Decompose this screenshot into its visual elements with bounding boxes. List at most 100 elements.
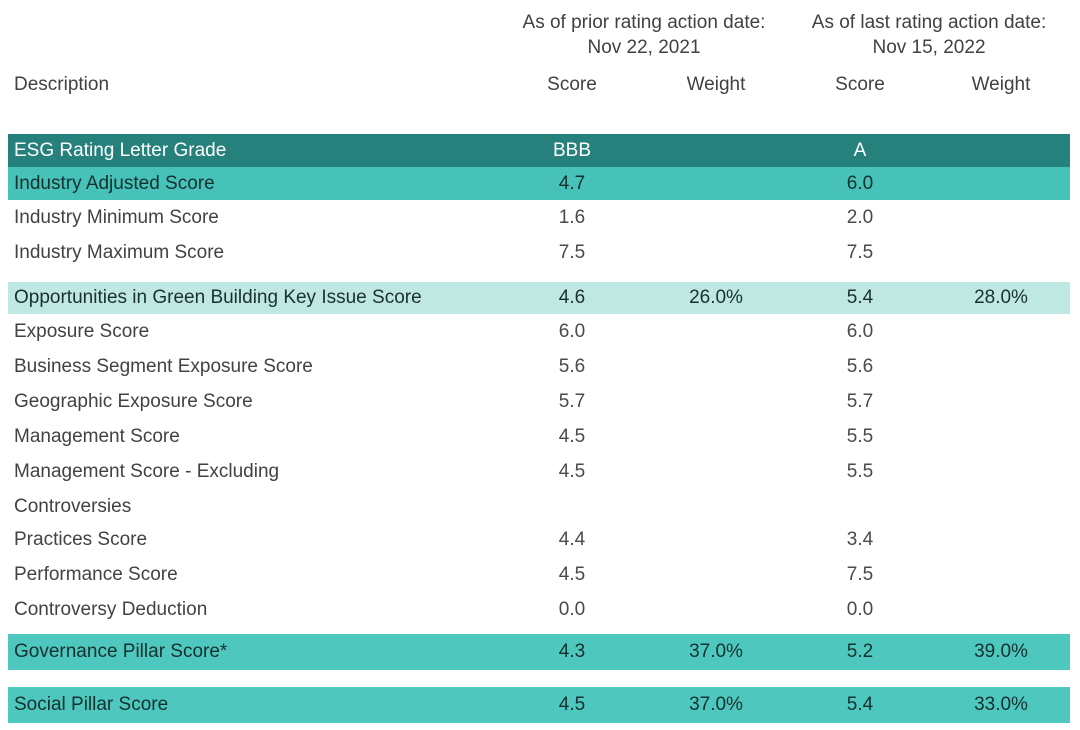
score-last-cell: A [853,140,867,161]
score-prior-cell: 4.6 [558,287,586,308]
score-prior-cell: BBB [552,140,592,161]
score-prior-cell: 4.7 [558,173,586,194]
table-row-geographic-exposure-score: Geographic Exposure Score 5.7 5.7 [8,384,1070,419]
weight-prior-cell [644,314,788,349]
row-label: Industry Adjusted Score [14,173,215,194]
prior-rating-date-line1: As of prior rating action date: [522,12,766,33]
prior-rating-date-line2: Nov 22, 2021 [587,37,701,58]
score-prior-cell: 4.5 [558,426,586,447]
weight-prior-cell [644,200,788,235]
score-prior-cell: 1.6 [558,207,586,228]
column-header-score-prior: Score [547,74,597,95]
score-last-cell: 2.0 [846,207,874,228]
weight-last-cell [932,200,1070,235]
table-row-business-segment-exposure-score: Business Segment Exposure Score 5.6 5.6 [8,349,1070,384]
table-row-management-score-excluding-controversies: Management Score - Excluding Controversi… [8,454,1070,522]
last-rating-date-line1: As of last rating action date: [811,12,1047,33]
empty-header-cell [8,10,500,60]
weight-last-cell: 39.0% [974,641,1028,662]
row-label: Practices Score [14,529,148,550]
row-label: Controversy Deduction [14,599,208,620]
score-prior-cell: 4.3 [558,641,586,662]
score-last-cell: 5.4 [846,694,874,715]
weight-last-cell [932,419,1070,454]
score-last-cell: 6.0 [846,321,874,342]
row-label: Management Score [14,426,180,447]
table-row-esg-letter-grade: ESG Rating Letter Grade BBB A [8,134,1070,167]
score-prior-cell: 4.5 [558,564,586,585]
weight-prior-cell [644,522,788,557]
score-prior-cell: 4.4 [558,529,586,550]
weight-prior-cell [644,592,788,627]
score-prior-cell: 7.5 [558,242,586,263]
weight-prior-cell [644,235,788,270]
table-row-industry-adjusted-score: Industry Adjusted Score 4.7 6.0 [8,167,1070,200]
table-row-practices-score: Practices Score 4.4 3.4 [8,522,1070,557]
weight-last-cell [932,349,1070,384]
score-last-cell: 0.0 [846,599,874,620]
row-label: Exposure Score [14,321,150,342]
column-header-weight-prior: Weight [686,74,746,95]
weight-prior-cell [644,134,788,167]
table-row-management-score: Management Score 4.5 5.5 [8,419,1070,454]
table-row-performance-score: Performance Score 4.5 7.5 [8,557,1070,592]
row-label: Management Score - Excluding Controversi… [14,461,280,517]
column-headers: Description Score Weight Score Weight [8,73,1070,97]
row-label: Opportunities in Green Building Key Issu… [14,287,422,308]
score-prior-cell: 0.0 [558,599,586,620]
weight-last-cell [932,167,1070,200]
weight-last-cell [932,235,1070,270]
row-label: ESG Rating Letter Grade [14,140,227,161]
row-label: Geographic Exposure Score [14,391,253,412]
score-last-cell: 5.5 [846,426,874,447]
score-last-cell: 5.2 [846,641,874,662]
table-row-green-building-key-issue: Opportunities in Green Building Key Issu… [8,282,1070,314]
score-last-cell: 7.5 [846,564,874,585]
score-last-cell: 7.5 [846,242,874,263]
section-spacer [0,627,1080,634]
score-last-cell: 5.6 [846,356,874,377]
weight-last-cell [932,134,1070,167]
weight-prior-cell [644,384,788,419]
weight-last-cell: 33.0% [974,694,1028,715]
esg-scores-table: ESG Rating Letter Grade BBB A Industry A… [0,134,1080,723]
prior-rating-date-header: As of prior rating action date: Nov 22, … [500,10,788,60]
row-label: Governance Pillar Score* [14,641,228,662]
weight-last-cell [932,557,1070,592]
table-row-governance-pillar-score: Governance Pillar Score* 4.3 37.0% 5.2 3… [8,634,1070,670]
score-prior-cell: 5.6 [558,356,586,377]
weight-prior-cell [644,349,788,384]
table-header: As of prior rating action date: Nov 22, … [0,0,1080,97]
score-last-cell: 5.4 [846,287,874,308]
table-row-social-pillar-score: Social Pillar Score 4.5 37.0% 5.4 33.0% [8,687,1070,723]
weight-prior-cell [644,557,788,592]
last-rating-date-line2: Nov 15, 2022 [872,37,986,58]
weight-last-cell [932,592,1070,627]
rating-date-group-headers: As of prior rating action date: Nov 22, … [8,10,1070,60]
weight-prior-cell [644,167,788,200]
table-row-industry-minimum-score: Industry Minimum Score 1.6 2.0 [8,200,1070,235]
weight-prior-cell: 26.0% [689,287,743,308]
weight-last-cell [932,384,1070,419]
row-label: Performance Score [14,564,178,585]
section-spacer [0,270,1080,282]
column-header-score-last: Score [835,74,885,95]
score-prior-cell: 4.5 [558,694,586,715]
weight-last-cell: 28.0% [974,287,1028,308]
column-header-description: Description [14,74,110,95]
score-last-cell: 5.7 [846,391,874,412]
column-header-weight-last: Weight [971,74,1031,95]
score-prior-cell: 6.0 [558,321,586,342]
table-row-industry-maximum-score: Industry Maximum Score 7.5 7.5 [8,235,1070,270]
weight-prior-cell: 37.0% [689,641,743,662]
weight-last-cell [932,314,1070,349]
table-row-controversy-deduction: Controversy Deduction 0.0 0.0 [8,592,1070,627]
weight-prior-cell: 37.0% [689,694,743,715]
last-rating-date-header: As of last rating action date: Nov 15, 2… [788,10,1070,60]
row-label: Business Segment Exposure Score [14,356,313,377]
score-last-cell: 5.5 [846,461,874,482]
score-prior-cell: 5.7 [558,391,586,412]
row-label: Industry Maximum Score [14,242,225,263]
row-label: Industry Minimum Score [14,207,219,228]
